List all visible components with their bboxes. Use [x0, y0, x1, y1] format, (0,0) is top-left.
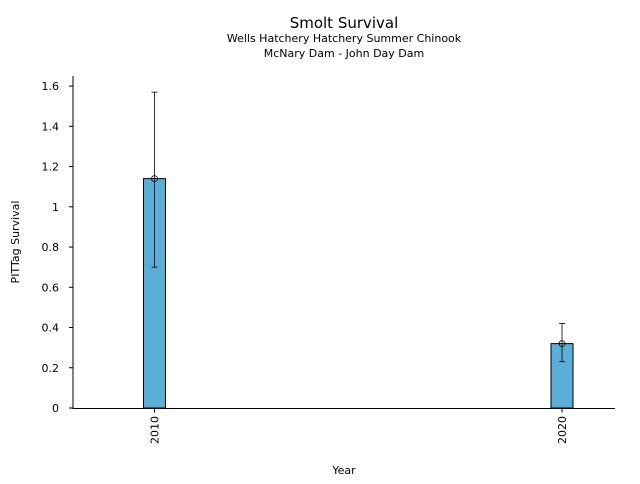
y-tick-label: 0 — [52, 402, 59, 415]
y-axis-label: PITTag Survival — [9, 201, 22, 284]
y-tick-label: 1.2 — [42, 161, 60, 174]
chart-subtitle-line-2: McNary Dam - John Day Dam — [264, 47, 424, 60]
y-tick-label: 1 — [52, 201, 59, 214]
bars-group — [143, 178, 574, 409]
point-marker-2010 — [151, 175, 158, 183]
y-tick-label: 0.2 — [42, 362, 60, 375]
point-marker-2020 — [558, 340, 566, 348]
y-tick-label: 1.4 — [42, 120, 60, 133]
chart-title: Smolt Survival — [290, 14, 399, 32]
y-tick-label: 0.6 — [42, 281, 60, 294]
markers-group — [151, 175, 566, 348]
y-tick-label: 0.4 — [42, 322, 60, 335]
y-ticks-group: 0 0.2 0.4 0.6 0.8 1 1.2 1.4 1.6 — [42, 80, 73, 415]
x-ticks-group: 2010 2020 — [149, 408, 569, 444]
y-tick-label: 1.6 — [42, 80, 60, 93]
x-axis-label: Year — [331, 464, 356, 477]
y-tick-label: 0.8 — [42, 241, 60, 254]
x-tick-label: 2010 — [149, 416, 162, 444]
x-tick-label: 2020 — [556, 416, 569, 444]
error-bars-group — [151, 91, 566, 363]
chart-subtitle-line-1: Wells Hatchery Hatchery Summer Chinook — [227, 32, 462, 45]
